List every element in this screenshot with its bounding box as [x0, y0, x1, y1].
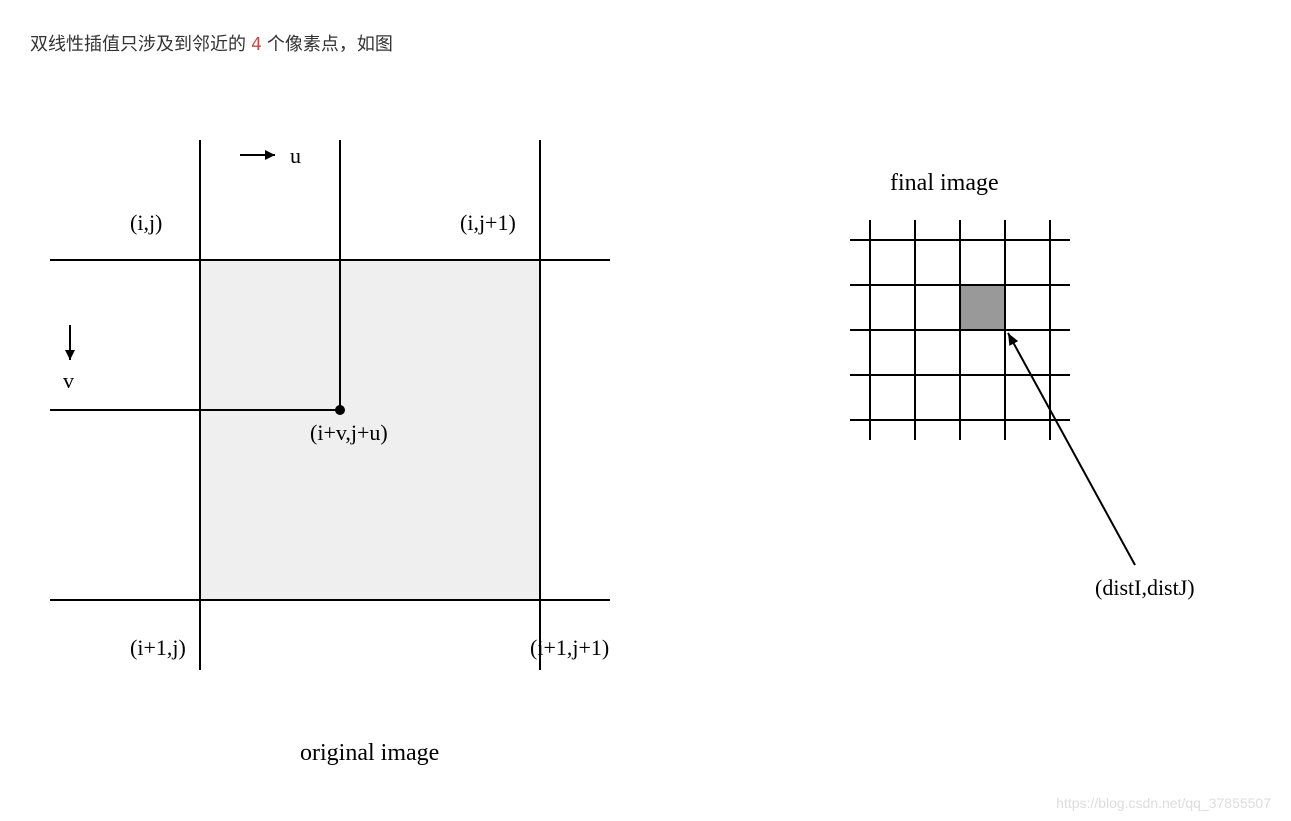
label-v: v: [63, 368, 74, 393]
caption-suffix: 个像素点，如图: [262, 34, 393, 54]
label-i1j1: (i+1,j+1): [530, 635, 609, 660]
target-pixel: [960, 285, 1005, 330]
watermark: https://blog.csdn.net/qq_37855507: [1056, 795, 1271, 811]
diagram-svg: u v (i,j) (i,j+1) (i+1,j) (i+1,j+1) (i+v,j+u) o…: [20, 80, 1280, 800]
v-arrow-head: [65, 350, 75, 360]
u-arrow-head: [265, 150, 275, 160]
label-coord: (distI,distJ): [1095, 575, 1195, 600]
coord-arrow: [1008, 333, 1135, 565]
caption-text: 双线性插值只涉及到邻近的 4 个像素点，如图: [30, 30, 393, 56]
label-center: (i+v,j+u): [310, 420, 388, 445]
original-image-caption: original image: [300, 740, 439, 766]
label-i1j: (i+1,j): [130, 635, 186, 660]
label-ij1: (i,j+1): [460, 210, 516, 235]
caption-prefix: 双线性插值只涉及到邻近的: [30, 34, 251, 54]
diagram-container: u v (i,j) (i,j+1) (i+1,j) (i+1,j+1) (i+v,j+u) o…: [20, 80, 1280, 800]
caption-highlight: 4: [251, 34, 262, 55]
interp-point: [335, 405, 345, 415]
label-ij: (i,j): [130, 210, 162, 235]
label-u: u: [290, 143, 301, 168]
final-image-title: final image: [890, 170, 999, 196]
